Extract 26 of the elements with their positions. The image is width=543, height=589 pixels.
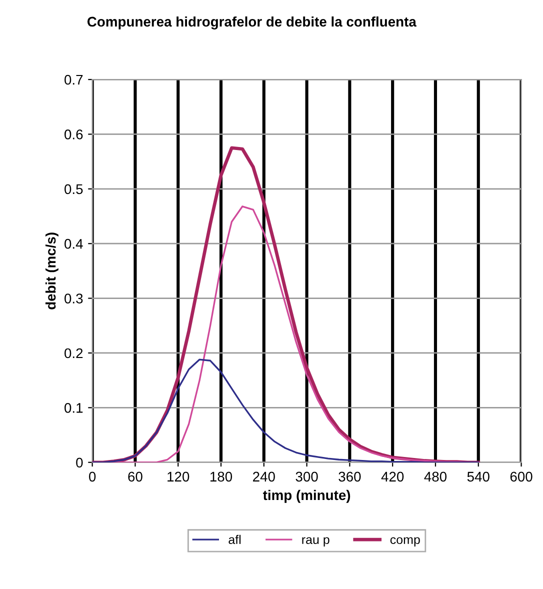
x-tick-label: 60 xyxy=(128,472,142,482)
y-tick-label: 0.7 xyxy=(64,74,83,85)
x-tick-label: 540 xyxy=(467,472,490,482)
y-axis-title: debit (mc/s) xyxy=(45,232,58,310)
x-tick-label: 180 xyxy=(210,472,232,482)
x-tick-label: 240 xyxy=(253,472,275,482)
x-axis-title: timp (minute) xyxy=(262,490,350,503)
legend-label: rau p xyxy=(302,537,330,547)
x-tick-label: 600 xyxy=(510,472,532,482)
x-tick-label: 360 xyxy=(338,472,361,482)
y-tick-label: 0.2 xyxy=(64,348,83,358)
y-tick-label: 0.5 xyxy=(64,184,83,194)
y-tick-label: 0.3 xyxy=(64,294,83,304)
x-tick-label: 480 xyxy=(424,472,447,482)
y-tick-label: 0.6 xyxy=(64,130,83,140)
legend-label: comp xyxy=(390,537,420,547)
chart-title: Compunerea hidrografelor de debite la confluenta xyxy=(87,16,416,30)
x-tick-label: 120 xyxy=(168,472,190,482)
line-series xyxy=(92,358,480,462)
x-tick-label: 300 xyxy=(296,472,318,482)
y-tick-label: 0 xyxy=(76,458,83,468)
y-tick-label: 0.1 xyxy=(64,403,83,413)
legend-label: afl xyxy=(228,534,241,544)
x-tick-label: 0 xyxy=(88,472,96,482)
y-tick-label: 0.4 xyxy=(64,238,83,249)
x-tick-label: 420 xyxy=(381,472,404,482)
